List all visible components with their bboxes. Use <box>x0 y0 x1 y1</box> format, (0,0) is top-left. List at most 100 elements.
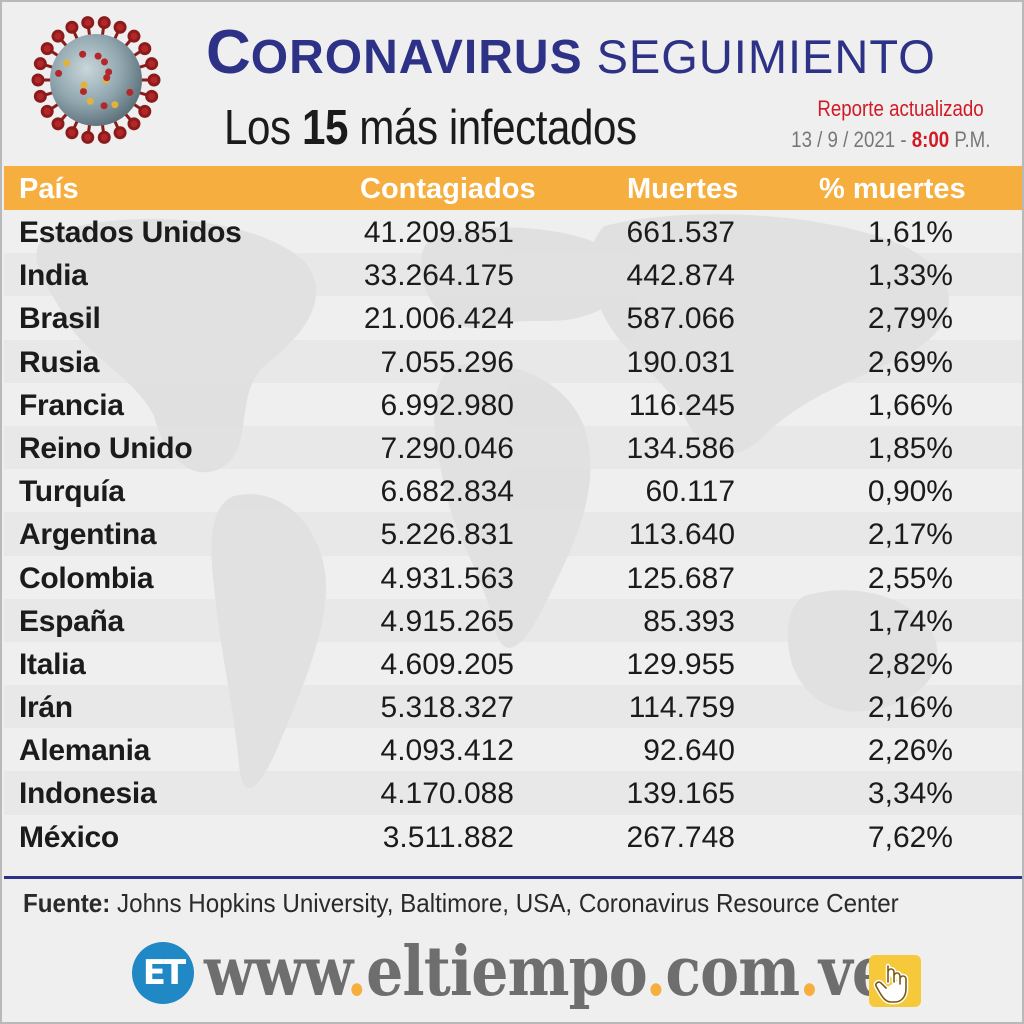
cell-cases: 4.170.088 <box>380 777 514 811</box>
cell-cases: 4.915.265 <box>380 604 514 638</box>
cell-country: México <box>19 820 119 854</box>
cell-deaths: 442.874 <box>626 259 735 293</box>
pointing-hand-icon <box>869 955 921 1007</box>
report-ampm: P.M. <box>953 127 990 152</box>
table-row: Francia 6.992.980 116.245 1,66% <box>4 383 1022 426</box>
cell-country: Turquía <box>19 475 125 509</box>
cell-death-rate: 2,26% <box>867 734 953 768</box>
subtitle-number: 15 <box>301 101 348 155</box>
cell-death-rate: 2,16% <box>867 691 953 725</box>
cell-cases: 4.609.205 <box>380 647 514 681</box>
table-row: Irán 5.318.327 114.759 2,16% <box>4 685 1022 729</box>
table-row: Brasil 21.006.424 587.066 2,79% <box>4 296 1022 339</box>
cell-cases: 7.290.046 <box>380 431 514 465</box>
cell-deaths: 190.031 <box>626 345 735 379</box>
cell-death-rate: 7,62% <box>867 820 953 854</box>
data-table: País Contagiados Muertes % muertes Estad… <box>4 166 1022 872</box>
cell-cases: 6.682.834 <box>380 475 514 509</box>
cell-death-rate: 2,69% <box>867 345 953 379</box>
cell-deaths: 587.066 <box>626 302 735 336</box>
cell-cases: 41.209.851 <box>363 216 514 249</box>
cell-deaths: 134.586 <box>626 431 735 465</box>
cell-cases: 4.093.412 <box>380 734 514 768</box>
url-dot: . <box>799 932 819 1012</box>
title-second-word: SEGUIMIENTO <box>596 30 936 83</box>
cell-country: Francia <box>19 388 124 422</box>
column-header-death-rate: % muertes <box>819 173 966 205</box>
title-initial: C <box>206 18 251 87</box>
table-row: India 33.264.175 442.874 1,33% <box>4 253 1022 297</box>
report-label: Reporte actualizado <box>817 96 984 121</box>
subtitle-post: más infectados <box>359 101 637 155</box>
cell-cases: 6.992.980 <box>380 388 514 422</box>
table-row: Estados Unidos 41.209.851 661.537 1,61% <box>4 210 1022 253</box>
title-word: ORONAVIRUS <box>250 31 583 84</box>
report-time: 8:00 <box>911 127 949 152</box>
cell-death-rate: 1,74% <box>867 604 953 638</box>
url-domain: eltiempo <box>366 932 647 1012</box>
cell-death-rate: 2,17% <box>867 518 953 552</box>
cell-cases: 5.226.831 <box>380 518 514 552</box>
subtitle: Los 15 más infectados <box>224 100 637 156</box>
table-row: Turquía 6.682.834 60.117 0,90% <box>4 469 1022 512</box>
table-row: Indonesia 4.170.088 139.165 3,34% <box>4 771 1022 815</box>
cell-country: España <box>19 604 124 638</box>
source-label: Fuente: <box>23 888 111 918</box>
cell-country: Italia <box>19 647 86 681</box>
cell-country: Colombia <box>19 561 154 595</box>
cell-death-rate: 1,85% <box>867 431 953 465</box>
cell-death-rate: 2,55% <box>867 561 953 595</box>
cell-death-rate: 0,90% <box>867 475 953 509</box>
url-www: www <box>204 932 347 1012</box>
url-dot: . <box>645 932 666 1012</box>
page-title: CORONAVIRUS SEGUIMIENTO <box>206 22 936 84</box>
cell-deaths: 114.759 <box>628 691 735 725</box>
cell-deaths: 267.748 <box>626 820 735 854</box>
cell-death-rate: 1,61% <box>867 216 953 249</box>
cell-death-rate: 2,82% <box>867 647 953 681</box>
cell-deaths: 125.687 <box>626 561 735 595</box>
coronavirus-icon <box>31 16 161 144</box>
url-dot: . <box>346 932 367 1012</box>
cell-deaths: 113.640 <box>628 518 735 552</box>
footer-divider <box>4 876 1022 879</box>
table-row: Italia 4.609.205 129.955 2,82% <box>4 642 1022 685</box>
column-header-deaths: Muertes <box>627 173 739 205</box>
cell-country: Reino Unido <box>19 431 193 465</box>
cell-country: Indonesia <box>19 777 157 811</box>
cell-death-rate: 1,33% <box>867 259 953 293</box>
table-body: Estados Unidos 41.209.851 661.537 1,61% Indi… <box>4 210 1022 858</box>
cell-country: Alemania <box>19 734 150 768</box>
cell-cases: 33.264.175 <box>363 259 514 293</box>
cell-country: Brasil <box>19 302 101 336</box>
cell-country: Rusia <box>19 345 100 379</box>
cell-cases: 7.055.296 <box>380 345 514 379</box>
column-header-cases: Contagiados <box>360 173 536 205</box>
cell-country: Irán <box>19 691 73 725</box>
cell-deaths: 116.245 <box>628 388 735 422</box>
source-note: Fuente: Johns Hopkins University, Baltim… <box>23 888 899 919</box>
cell-deaths: 139.165 <box>626 777 735 811</box>
report-date: 13 / 9 / 2021 - 8:00 P.M. <box>791 127 990 153</box>
table-row: Rusia 7.055.296 190.031 2,69% <box>4 339 1022 383</box>
table-row: Argentina 5.226.831 113.640 2,17% <box>4 512 1022 556</box>
eltiempo-logo: ET <box>132 942 194 1004</box>
website-url[interactable]: www.eltiempo.com.ve <box>204 932 889 1012</box>
cell-deaths: 92.640 <box>643 734 735 768</box>
cell-country: Estados Unidos <box>19 216 242 249</box>
cell-country: Argentina <box>19 518 157 552</box>
table-row: Reino Unido 7.290.046 134.586 1,85% <box>4 425 1022 470</box>
table-row: Colombia 4.931.563 125.687 2,55% <box>4 556 1022 599</box>
cell-cases: 21.006.424 <box>363 302 514 336</box>
cell-death-rate: 2,79% <box>867 302 953 336</box>
table-row: México 3.511.882 267.748 7,62% <box>4 815 1022 858</box>
cell-country: India <box>19 259 88 293</box>
url-com: com <box>665 932 800 1012</box>
table-row: Alemania 4.093.412 92.640 2,26% <box>4 728 1022 771</box>
cell-cases: 5.318.327 <box>380 691 514 725</box>
table-header-row: País Contagiados Muertes % muertes <box>4 166 1022 210</box>
report-date-text: 13 / 9 / 2021 - <box>790 127 907 152</box>
cell-cases: 4.931.563 <box>380 561 514 595</box>
source-text: Johns Hopkins University, Baltimore, USA… <box>117 888 899 918</box>
